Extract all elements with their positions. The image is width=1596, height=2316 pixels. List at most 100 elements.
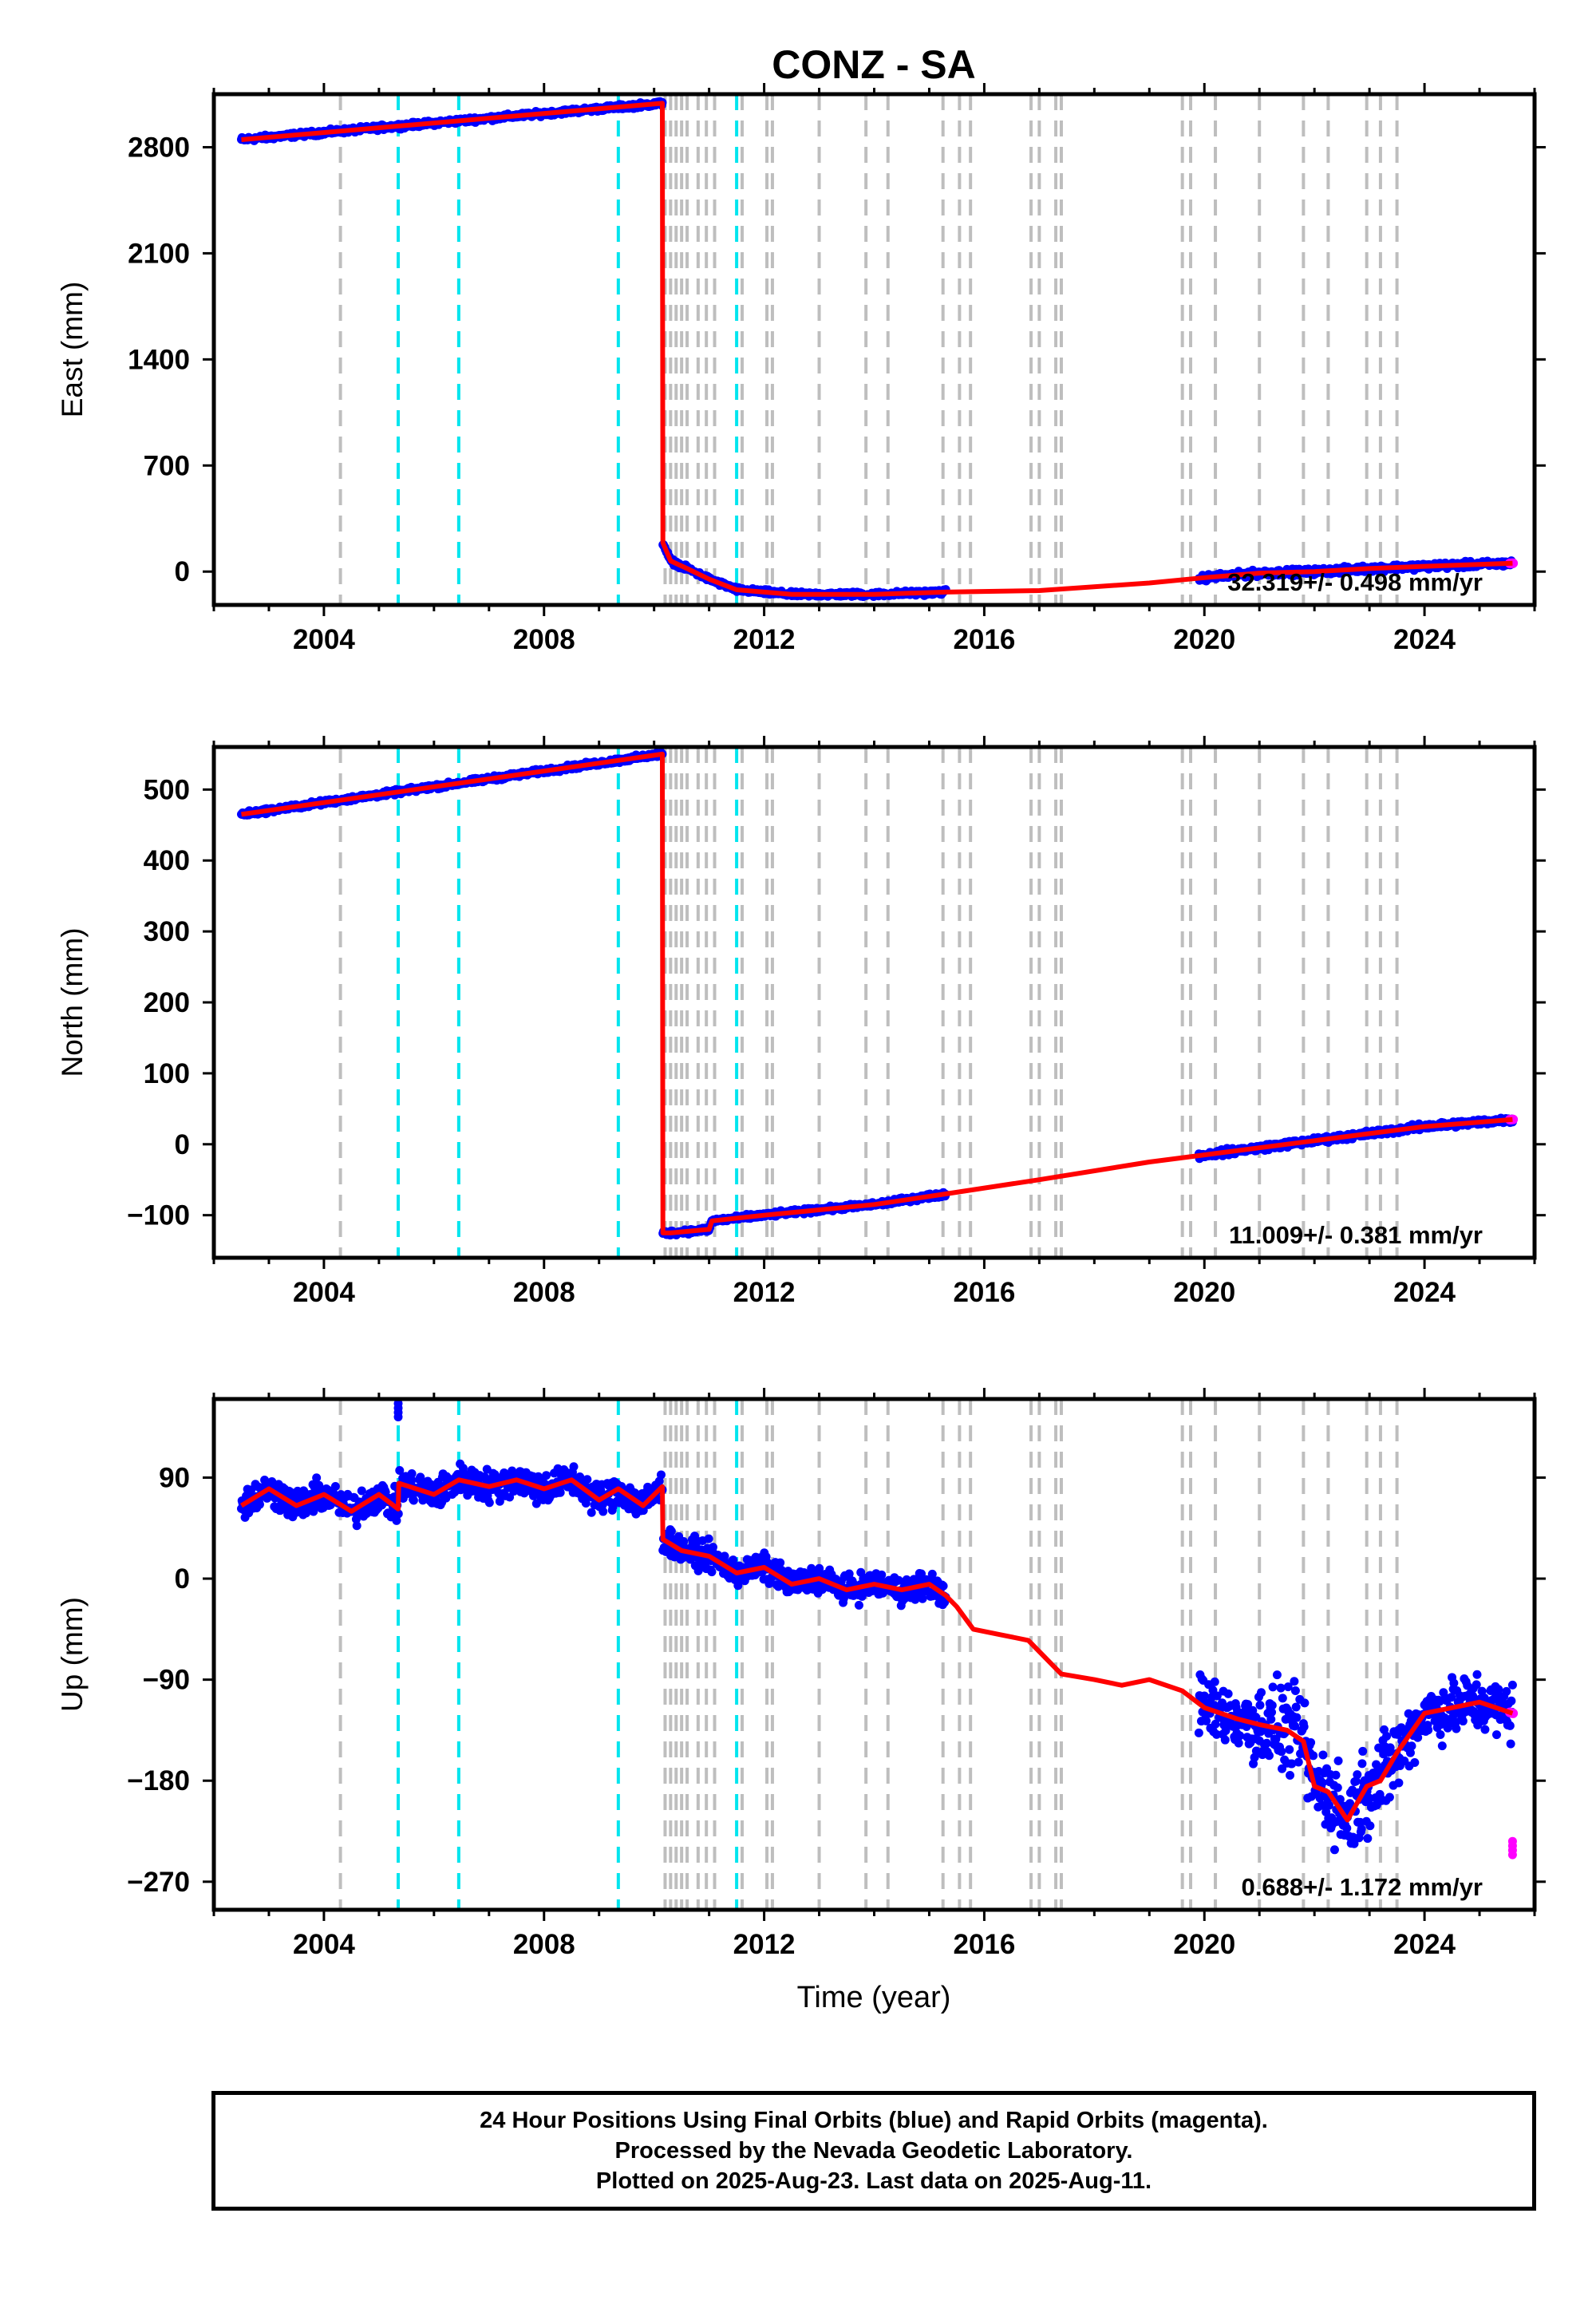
x-tick-label: 2008 [513,1277,575,1308]
panel-frame [211,92,1537,607]
final-orbit-point [776,1558,785,1567]
final-orbit-point [1333,1756,1343,1765]
final-orbit-point [1199,1691,1209,1701]
x-tick-label: 2020 [1173,624,1235,655]
final-orbit-point [406,1476,416,1486]
final-orbit-point [1248,1705,1258,1715]
y-tick-label: 2800 [128,132,190,163]
final-orbit-point [1202,1716,1211,1725]
y-tick-label: 100 [144,1058,190,1089]
final-orbit-point [1212,1691,1222,1701]
final-orbit-point [1300,1698,1310,1708]
final-orbit-point [1292,1713,1302,1722]
final-orbit-point [707,1567,717,1577]
final-orbit-point [555,1488,565,1497]
final-orbit-point [312,1473,322,1483]
final-orbit-point [1317,1778,1327,1788]
plot-area [236,94,1519,605]
chart-title: CONZ - SA [772,42,976,87]
final-orbit-point [1194,1728,1203,1737]
y-tick-label: 300 [144,916,190,947]
y-tick-label: 500 [144,774,190,805]
final-orbit-point [1315,1793,1325,1803]
final-orbit-point [598,1507,608,1516]
final-orbit-point [330,1482,340,1492]
y-tick-label: 0 [175,1129,190,1160]
x-tick-label: 2024 [1393,1277,1456,1308]
y-axis-label: North (mm) [56,927,89,1077]
final-orbit-point [459,1468,468,1478]
final-orbit-point [1294,1757,1303,1767]
final-orbit-point [1276,1683,1286,1693]
final-orbit-point [583,1475,592,1484]
final-orbit-point [1277,1747,1286,1757]
final-orbit-point [1290,1677,1299,1686]
final-orbit-point [309,1507,318,1516]
y-tick-label: 1400 [128,344,190,375]
x-tick-label: 2012 [733,624,796,655]
final-orbit-point [1235,1731,1245,1741]
final-orbit-point [1285,1745,1294,1754]
final-orbit-point [1223,1689,1233,1698]
final-orbit-point [1283,1682,1293,1692]
velocity-annotation: 11.009+/- 0.381 mm/yr [1229,1221,1483,1249]
plot-area [236,747,1519,1258]
final-orbit-point [569,1462,579,1472]
final-orbit-point [1251,1712,1261,1721]
y-axis-label: East (mm) [56,282,89,418]
plot-area [236,1399,1519,1910]
final-orbit-point [1267,1707,1277,1717]
final-orbit-point [357,1486,366,1496]
final-orbit-point [531,1499,541,1508]
final-orbit-point [1278,1694,1287,1703]
y-tick-label: 700 [144,450,190,481]
final-orbit-point [1264,1751,1274,1761]
final-orbit-point [1272,1670,1282,1680]
velocity-annotation: 32.319+/- 0.498 mm/yr [1227,568,1483,596]
final-orbit-point [708,1543,717,1552]
final-orbit-point [1291,1702,1301,1712]
panel-frame [211,745,1537,1260]
final-orbit-point [542,1471,551,1480]
final-orbit-point [927,1569,937,1579]
final-orbit-point [407,1468,417,1478]
final-orbit-point [1220,1735,1230,1745]
final-orbit-point [1325,1800,1334,1810]
x-tick-label: 2004 [293,1277,355,1308]
final-orbit-point [1318,1750,1328,1760]
model-fit-line [241,751,1513,1235]
y-tick-label: 200 [144,987,190,1018]
final-orbit-point [1212,1729,1222,1739]
panel-north: 2004 2008 2012 2016 2020 2024−100010020030040… [56,736,1546,1308]
x-tick-label: 2016 [953,1277,1015,1308]
final-orbit-point [1211,1719,1220,1729]
final-orbit-point [917,1569,926,1579]
final-orbit-point [587,1508,596,1517]
final-orbit-point [854,1600,863,1610]
final-orbit-point [656,1470,666,1480]
final-orbit-point [1329,1845,1339,1855]
final-orbit-point [395,1465,405,1475]
y-tick-label: −100 [127,1200,190,1231]
final-orbit-point [720,1551,729,1561]
final-orbit-point [1299,1722,1309,1732]
y-tick-label: 400 [144,845,190,876]
final-orbit-point [877,1570,887,1579]
panel-east: 2004 2008 2012 2016 2020 20240700140021002800… [56,83,1546,655]
final-orbit-point [352,1521,361,1531]
final-orbit-point [1331,1770,1341,1780]
model-fit-line [241,101,1513,597]
x-tick-label: 2004 [293,624,355,655]
final-orbit-point [1210,1677,1219,1686]
final-orbit-point [666,1527,676,1536]
final-orbit-point [409,1496,418,1505]
final-orbit-point [1234,1738,1243,1748]
final-orbit-point [815,1563,824,1573]
final-orbit-point [918,1594,927,1603]
final-orbit-point [393,1509,403,1519]
final-orbit-point [1333,1783,1342,1792]
final-orbit-point [844,1569,854,1579]
final-orbit-point [1257,1688,1266,1697]
panel-up: 2004 2008 2012 2016 2020 2024−270−180−90090Up… [56,1388,1546,1960]
